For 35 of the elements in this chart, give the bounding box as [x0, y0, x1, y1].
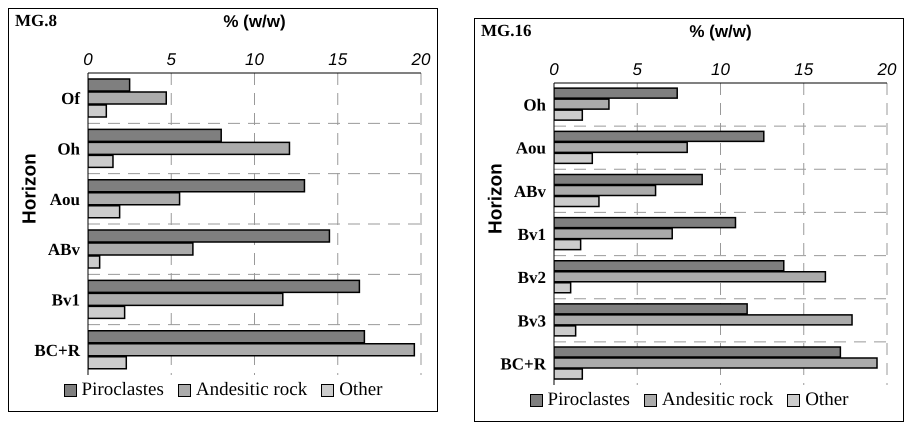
- y-axis-title: Horizon: [20, 153, 41, 224]
- chart-title: MG.16: [481, 21, 532, 41]
- x-tick-label: 5: [632, 60, 643, 79]
- legend-label: Piroclastes: [80, 379, 164, 401]
- x-tick-label: 5: [166, 50, 177, 69]
- y-tick-label: Aou: [50, 190, 80, 209]
- y-tick-label: Of: [61, 89, 80, 108]
- x-tick-label: 0: [83, 50, 94, 69]
- legend-label: Andesitic rock: [660, 389, 774, 411]
- y-tick-label: ABv: [48, 240, 80, 260]
- y-tick-label: Bv1: [518, 225, 546, 244]
- y-tick-label: Oh: [57, 140, 81, 159]
- y-tick-label: ABv: [514, 182, 546, 201]
- y-tick-label: Oh: [523, 96, 547, 115]
- legend-label: Andesitic rock: [194, 379, 308, 401]
- y-tick-label: BC+R: [500, 354, 547, 374]
- x-tick-label: 10: [245, 50, 264, 69]
- x-tick-label: 20: [876, 60, 897, 79]
- x-axis-title: % (w/w): [689, 22, 752, 42]
- x-axis-title: % (w/w): [223, 12, 286, 32]
- legend-label: Piroclastes: [546, 389, 630, 411]
- x-tick-label: 15: [794, 60, 814, 79]
- y-tick-label: Bv2: [518, 268, 546, 288]
- legend-label: Other: [804, 389, 848, 411]
- y-tick-label: Bv3: [518, 311, 546, 330]
- y-tick-label: Aou: [516, 138, 546, 158]
- y-axis-title: Horizon: [486, 163, 507, 234]
- x-tick-label: 0: [549, 60, 560, 79]
- x-tick-label: 10: [711, 60, 730, 79]
- legend-label: Other: [338, 379, 382, 401]
- chart-title: MG.8: [15, 11, 58, 31]
- x-tick-label: 15: [328, 50, 348, 69]
- y-tick-label: Bv1: [52, 290, 80, 310]
- x-tick-label: 20: [410, 50, 431, 69]
- y-tick-label: BC+R: [34, 340, 81, 360]
